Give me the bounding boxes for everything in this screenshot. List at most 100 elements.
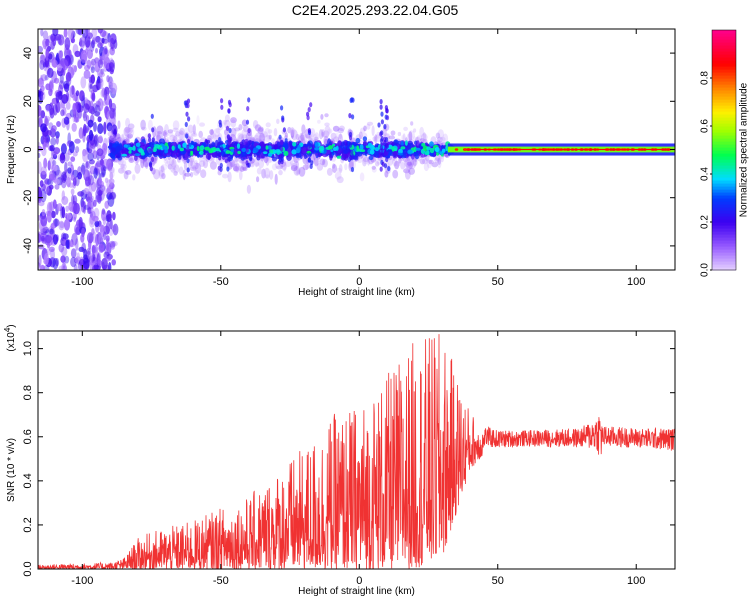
- colorbar-segment: [712, 105, 736, 109]
- spectrogram-cell: [122, 160, 127, 167]
- spectrogram-cell: [40, 123, 47, 133]
- spectrogram-cell: [123, 170, 129, 180]
- spectrogram-cell: [62, 256, 66, 269]
- spectrogram-cell: [186, 98, 191, 104]
- spectrogram-cell: [329, 154, 333, 161]
- spectrogram-cell: [160, 163, 168, 171]
- spectrogram-cell: [175, 131, 181, 137]
- spectrogram-cell: [151, 137, 155, 143]
- spectrogram-cell: [295, 161, 299, 168]
- spectrogram-cell: [128, 158, 135, 163]
- spectrogram-cell: [106, 122, 113, 132]
- colorbar-segment: [712, 234, 736, 238]
- colorbar-segment: [712, 66, 736, 70]
- colorbar-tick-label: 0.8: [700, 71, 711, 85]
- spectrogram-cell: [232, 163, 238, 172]
- spectrogram-cell: [198, 150, 204, 155]
- spectrogram-cell: [215, 128, 221, 134]
- spectrogram-cell: [241, 161, 247, 171]
- spectrogram-cell: [400, 146, 406, 150]
- spectrogram-cell: [77, 172, 83, 180]
- y-tick-label: 0.2: [22, 517, 34, 532]
- colorbar-segment: [712, 237, 736, 241]
- spectrogram-cell: [428, 159, 434, 165]
- spectrogram-cell: [336, 155, 342, 159]
- colorbar-tick-label: 0.4: [700, 167, 711, 181]
- spectrogram-cell: [67, 167, 72, 174]
- spectrogram-cell: [404, 157, 412, 168]
- spectrogram-cell: [299, 132, 304, 138]
- spectrogram-cell: [50, 137, 57, 146]
- spectrogram-cell: [194, 162, 202, 174]
- figure-title: C2E4.2025.293.22.04.G05: [291, 2, 459, 18]
- spectrogram-cell: [85, 160, 91, 170]
- spectrogram-cell: [241, 129, 248, 137]
- spectrogram-cell: [39, 74, 43, 85]
- spectrogram-cell: [328, 145, 334, 150]
- spectrogram-cell: [428, 159, 433, 164]
- spectrogram-cell: [59, 153, 66, 164]
- colorbar-segment: [712, 90, 736, 94]
- spectrogram-cell: [61, 190, 65, 201]
- colorbar-segment: [712, 144, 736, 148]
- colorbar-segment: [712, 45, 736, 49]
- spectrogram-cell: [309, 102, 313, 108]
- spectrogram-cell: [273, 128, 278, 137]
- spectrogram-cell: [83, 111, 88, 122]
- spectrogram-cell: [300, 133, 308, 143]
- colorbar-segment: [712, 159, 736, 163]
- spectrogram-cell: [48, 88, 53, 97]
- spectrogram-cell: [112, 223, 119, 236]
- x-tick-label: -100: [71, 575, 93, 587]
- spectrogram-cell: [178, 151, 182, 160]
- spectrogram-cell: [91, 39, 96, 49]
- spectrogram-cell: [220, 146, 224, 152]
- spectrogram-cell: [379, 104, 383, 110]
- spectrogram-cell: [127, 133, 133, 139]
- spectrogram-cell: [124, 126, 129, 137]
- spectrogram-cell: [61, 206, 66, 219]
- spectrogram-cell: [320, 114, 324, 120]
- spectrogram-cell: [108, 153, 113, 157]
- spectrogram-cell: [114, 141, 119, 146]
- spectrogram-cell: [91, 37, 96, 45]
- spectrogram-cell: [271, 163, 278, 171]
- spectrogram-cell: [51, 59, 58, 68]
- colorbar-segment: [712, 231, 736, 235]
- spectrogram-cell: [165, 161, 171, 167]
- spectrogram-cell: [227, 156, 231, 162]
- spectrogram-cell: [102, 30, 109, 41]
- spectrogram-cell: [120, 163, 127, 170]
- colorbar-segment: [712, 108, 736, 112]
- spectrogram-cell: [379, 144, 383, 151]
- spectrogram-cell: [87, 175, 95, 186]
- spectrogram-cell: [75, 29, 83, 35]
- x-tick-label: -50: [213, 276, 229, 288]
- spectrogram-cell: [45, 248, 52, 256]
- spectrogram-cell: [110, 37, 115, 50]
- spectrogram-cell: [313, 156, 319, 167]
- spectrogram-cell: [125, 117, 131, 128]
- spectrogram-cell: [61, 59, 69, 71]
- spectrogram-cell: [65, 239, 70, 249]
- spectrogram-cell: [291, 149, 297, 155]
- colorbar-segment: [712, 261, 736, 265]
- spectrogram-cell: [313, 136, 319, 142]
- spectrogram-cell: [309, 163, 313, 169]
- spectrogram-cell: [227, 134, 231, 140]
- spectrogram-cell: [187, 116, 191, 122]
- spectrogram-cell: [130, 127, 135, 137]
- spectrogram-cell: [75, 238, 79, 251]
- spectrogram-cell: [38, 215, 42, 221]
- spectrogram-cell: [263, 167, 271, 179]
- y-tick-label: 0.4: [22, 473, 34, 488]
- spectrogram-cell: [97, 123, 104, 135]
- spectrogram-cell: [148, 137, 152, 143]
- spectrogram-cell: [262, 131, 268, 138]
- spectrogram-cell: [425, 158, 429, 163]
- spectrogram-cell: [436, 136, 443, 143]
- spectrogram-cell: [392, 156, 398, 167]
- spectrogram-cell: [101, 208, 106, 215]
- spectrogram-cell: [102, 38, 109, 44]
- spectrogram-cell: [366, 123, 371, 130]
